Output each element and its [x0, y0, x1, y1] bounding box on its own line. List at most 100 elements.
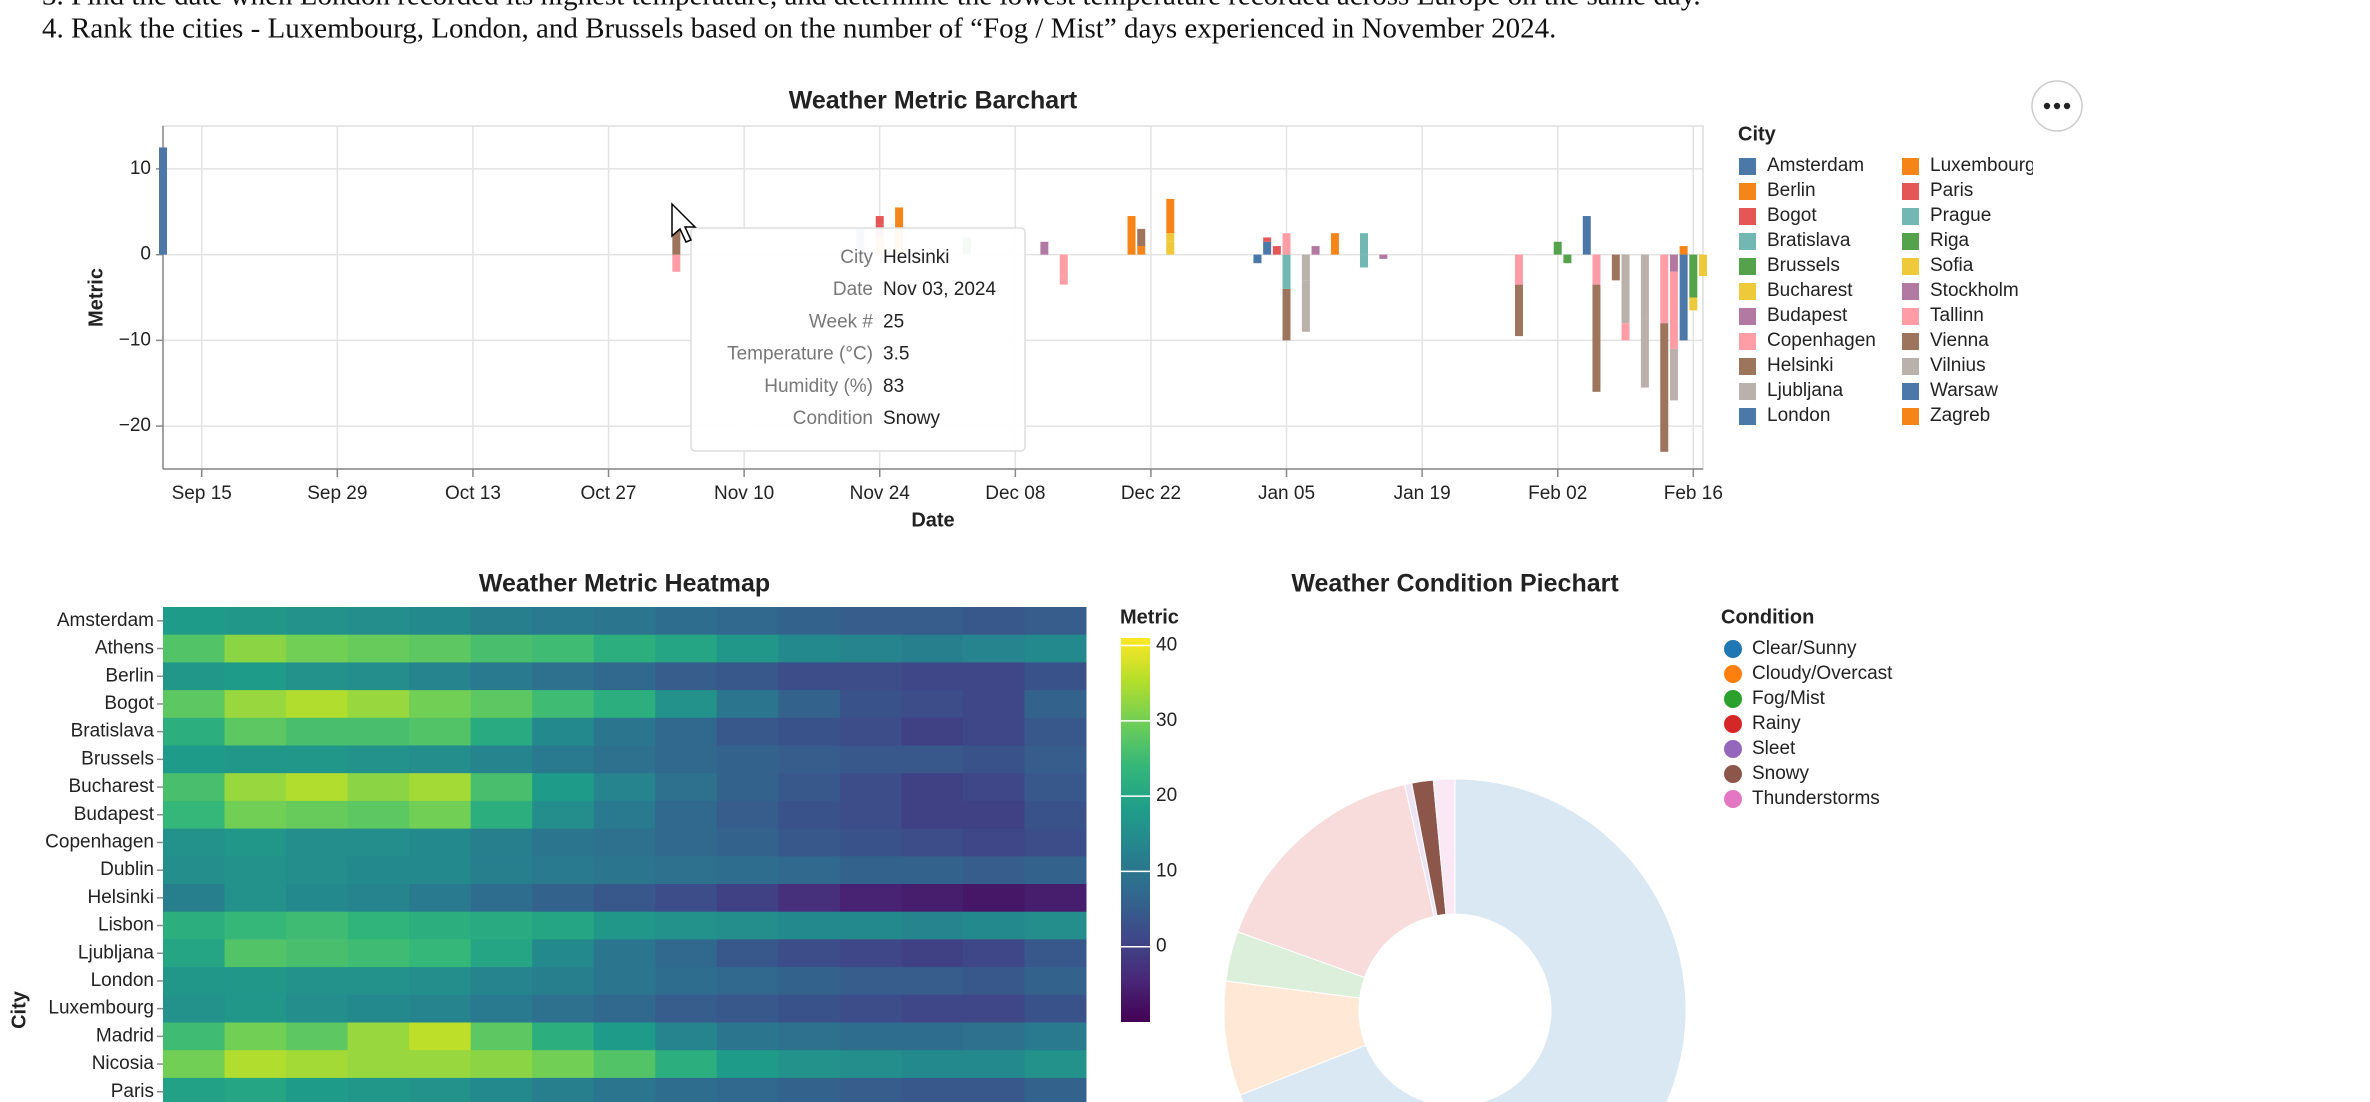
heat-cell	[962, 717, 1025, 746]
y-tick-label: Bratislava	[71, 721, 155, 742]
legend-symbol	[1724, 665, 1742, 683]
heat-cell	[1024, 1077, 1087, 1102]
heat-cell	[778, 828, 841, 857]
y-tick-label: Lisbon	[98, 915, 154, 936]
legend-label: Riga	[1930, 230, 1970, 251]
legend-swatch	[1902, 408, 1919, 425]
legend-label: Fog/Mist	[1752, 688, 1826, 709]
bar	[1699, 254, 1707, 277]
heat-cell	[532, 1077, 595, 1102]
heat-cell	[593, 1050, 656, 1079]
heat-cell	[163, 1022, 226, 1051]
heat-cell	[347, 690, 410, 719]
bar	[1263, 237, 1272, 242]
pie-slice	[1237, 783, 1435, 979]
heat-cell	[470, 662, 533, 691]
bar	[1282, 288, 1291, 341]
legend-symbol	[1724, 790, 1742, 808]
heat-cell	[347, 828, 410, 857]
heat-cell	[224, 967, 287, 996]
heat-cell	[409, 939, 472, 968]
heat-cell	[347, 939, 410, 968]
heat-cell	[778, 967, 841, 996]
heat-cell	[1024, 856, 1087, 885]
legend-label: Tallinn	[1930, 305, 1984, 326]
menu-button[interactable]	[2031, 80, 2083, 132]
heat-cell	[593, 634, 656, 663]
bar	[1514, 254, 1523, 285]
legend-swatch	[1739, 358, 1756, 375]
legend-label: Bratislava	[1767, 230, 1851, 251]
legend-label: Berlin	[1767, 180, 1816, 201]
bar	[1592, 284, 1601, 392]
legend-swatch	[1902, 283, 1919, 300]
heat-cell	[962, 994, 1025, 1023]
y-tick-label: 0	[140, 244, 151, 265]
tooltip-value: Nov 03, 2024	[883, 279, 996, 300]
heat-cell	[655, 662, 718, 691]
heat-cell	[839, 607, 902, 636]
heat-cell	[470, 607, 533, 636]
heat-cell	[593, 884, 656, 913]
legend-label: Helsinki	[1767, 355, 1834, 376]
heat-cell	[163, 828, 226, 857]
heat-cell	[409, 994, 472, 1023]
y-tick-label: −10	[119, 329, 151, 350]
legend-swatch	[1739, 233, 1756, 250]
heat-cell	[593, 1077, 656, 1102]
heat-cell	[470, 856, 533, 885]
heat-cell	[163, 884, 226, 913]
legend-label: Snowy	[1752, 763, 1810, 784]
legend-tick-label: 30	[1156, 710, 1177, 731]
heat-cell	[655, 745, 718, 774]
legend-label: Prague	[1930, 205, 1991, 226]
heat-cell	[163, 634, 226, 663]
heat-cell	[1024, 939, 1087, 968]
heat-cell	[901, 994, 964, 1023]
legend-label: Thunderstorms	[1752, 788, 1880, 809]
bar	[1360, 254, 1369, 268]
heat-cell	[593, 717, 656, 746]
y-axis-title: Metric	[85, 268, 107, 327]
heat-cell	[1024, 690, 1087, 719]
heat-cell	[470, 1050, 533, 1079]
heat-cell	[1024, 884, 1087, 913]
y-tick-label: Helsinki	[87, 887, 154, 908]
heat-cell	[1024, 828, 1087, 857]
chart-title: Weather Condition Piechart	[1291, 570, 1619, 598]
bar	[1301, 280, 1310, 332]
heat-cell	[470, 634, 533, 663]
legend-symbol	[1724, 715, 1742, 733]
heat-cell	[655, 607, 718, 636]
heat-cell	[593, 828, 656, 857]
y-axis-title: City	[8, 990, 30, 1029]
heat-cell	[593, 800, 656, 830]
heat-cell	[716, 717, 779, 746]
instruction: 4. Rank the cities - Luxembourg, London,…	[42, 13, 1556, 45]
heat-cell	[1024, 634, 1087, 663]
heat-cell	[286, 884, 349, 913]
tooltip-label: City	[840, 247, 873, 268]
heat-cell	[839, 911, 902, 940]
legend-tick-label: 0	[1156, 936, 1167, 957]
heat-cell	[409, 634, 472, 663]
y-tick-label: Bucharest	[68, 776, 154, 797]
bar	[1263, 241, 1272, 255]
legend-title: Metric	[1120, 606, 1179, 628]
heat-cell	[532, 828, 595, 857]
heat-cell	[409, 662, 472, 691]
heat-cell	[716, 690, 779, 719]
heat-cell	[839, 939, 902, 968]
y-tick-label: Amsterdam	[57, 610, 154, 631]
heat-cell	[839, 967, 902, 996]
bar	[1311, 246, 1320, 255]
heat-cell	[778, 634, 841, 663]
heat-cell	[839, 634, 902, 663]
heat-cell	[593, 967, 656, 996]
y-tick-label: Berlin	[105, 665, 154, 686]
heat-cell	[1024, 717, 1087, 746]
x-tick-label: Dec 08	[985, 483, 1045, 504]
bar	[1253, 254, 1262, 264]
heat-cell	[163, 745, 226, 774]
heat-cell	[655, 939, 718, 968]
